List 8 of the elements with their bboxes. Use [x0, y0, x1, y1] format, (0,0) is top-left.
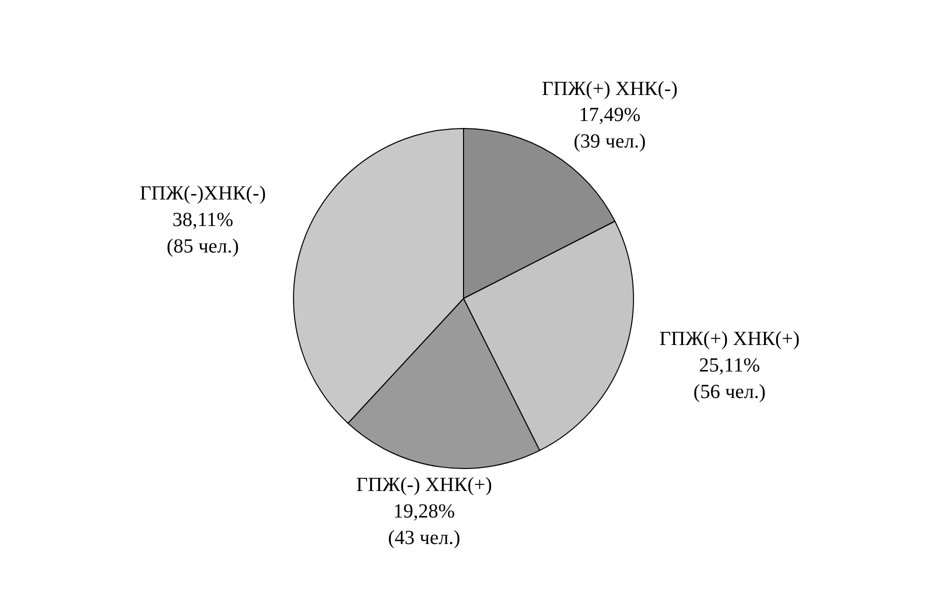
- data-label: 19,28% (43 чел.): [388, 500, 460, 549]
- data-label: 17,49% (39 чел.): [574, 104, 646, 153]
- slice-label: ГПЖ(-)ХНК(-): [140, 182, 266, 205]
- slice-label: ГПЖ(+) ХНК(+): [659, 328, 800, 350]
- slice-label: ГПЖ(+) ХНК(-): [542, 78, 678, 100]
- slice-label: ГПЖ(-) ХНК(+): [356, 474, 492, 496]
- data-label: 38,11% (85 чел.): [166, 209, 239, 258]
- data-label: 25,11% (56 чел.): [693, 354, 766, 403]
